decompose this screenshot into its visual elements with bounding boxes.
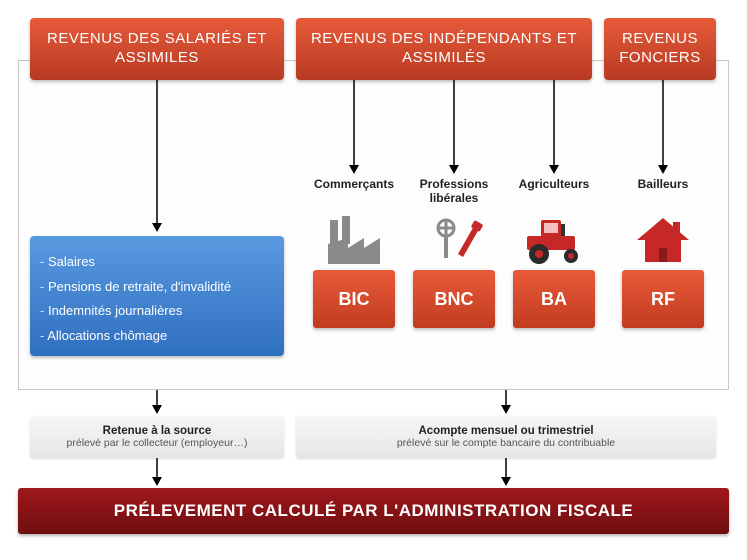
method-box-0: Retenue à la sourceprélevé par le collec… xyxy=(30,416,284,458)
method-title: Acompte mensuel ou trimestriel xyxy=(418,425,593,437)
tools-icon xyxy=(410,210,498,264)
method-title: Retenue à la source xyxy=(103,425,212,437)
tax-code-box-bic: BIC xyxy=(313,270,395,328)
header-text: REVENUS DES SALARIÉS ET ASSIMILES xyxy=(38,30,276,68)
category-label-rf: Bailleurs xyxy=(619,178,707,192)
salary-item: Pensions de retraite, d'invalidité xyxy=(40,275,268,300)
method-sub: prélevé par le collecteur (employeur…) xyxy=(67,437,248,449)
header-box-2: REVENUS FONCIERS xyxy=(604,18,716,80)
header-box-0: REVENUS DES SALARIÉS ET ASSIMILES xyxy=(30,18,284,80)
category-label-bnc: Professions libérales xyxy=(410,178,498,206)
salary-item: Indemnités journalières xyxy=(40,299,268,324)
salaries-detail-box: SalairesPensions de retraite, d'invalidi… xyxy=(30,236,284,356)
method-sub: prélevé sur le compte bancaire du contri… xyxy=(397,437,615,449)
category-label-bic: Commerçants xyxy=(310,178,398,192)
tax-code-box-ba: BA xyxy=(513,270,595,328)
bottom-bar-text: PRÉLEVEMENT CALCULÉ PAR L'ADMINISTRATION… xyxy=(114,501,633,521)
tax-code: RF xyxy=(651,289,675,310)
salary-item: Allocations chômage xyxy=(40,324,268,349)
bottom-bar: PRÉLEVEMENT CALCULÉ PAR L'ADMINISTRATION… xyxy=(18,488,729,534)
tax-code-box-bnc: BNC xyxy=(413,270,495,328)
header-text: REVENUS DES INDÉPENDANTS ET ASSIMILÉS xyxy=(304,30,584,68)
tractor-icon xyxy=(510,210,598,264)
tax-code: BIC xyxy=(339,289,370,310)
tax-code: BNC xyxy=(435,289,474,310)
category-label-ba: Agriculteurs xyxy=(510,178,598,192)
method-box-1: Acompte mensuel ou trimestrielprélevé su… xyxy=(296,416,716,458)
factory-icon xyxy=(310,210,398,264)
header-box-1: REVENUS DES INDÉPENDANTS ET ASSIMILÉS xyxy=(296,18,592,80)
salary-item: Salaires xyxy=(40,250,268,275)
tax-code: BA xyxy=(541,289,567,310)
tax-code-box-rf: RF xyxy=(622,270,704,328)
house-icon xyxy=(619,210,707,264)
header-text: REVENUS FONCIERS xyxy=(612,30,708,68)
